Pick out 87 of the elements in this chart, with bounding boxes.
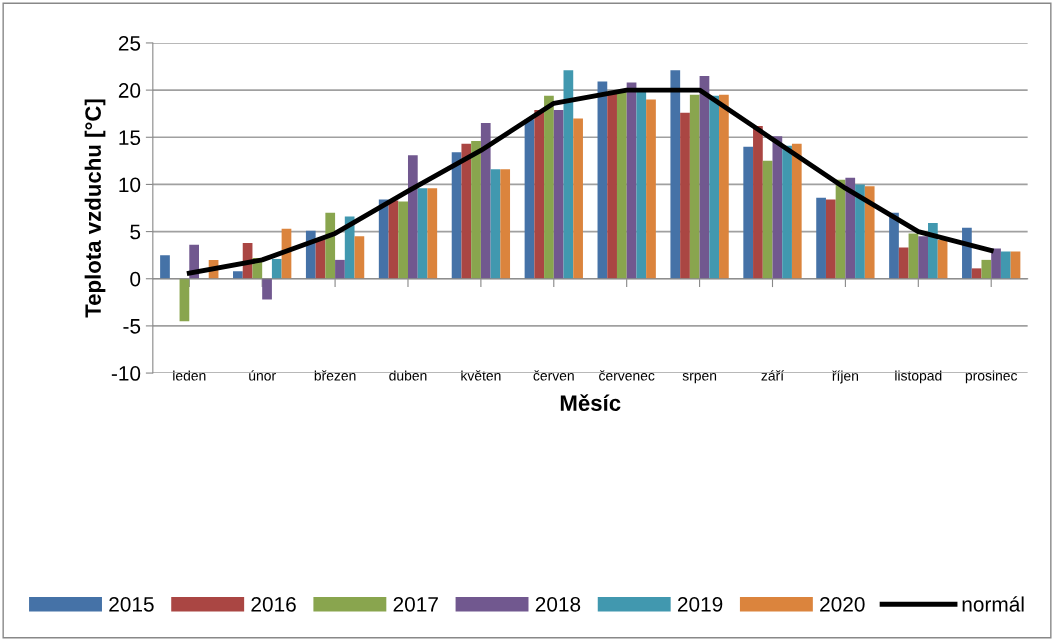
bar [636, 91, 647, 279]
bar [471, 141, 481, 279]
bar [762, 160, 773, 279]
x-tick-label: březen [314, 370, 356, 381]
x-tick-label: listopad [895, 370, 942, 384]
y-tick-label: -5 [123, 319, 141, 334]
legend-label: normál [962, 596, 1024, 612]
line-series [186, 87, 994, 276]
bar [855, 184, 865, 279]
y-tick-label: 25 [118, 35, 141, 51]
bar [845, 177, 856, 279]
bar [1000, 251, 1011, 279]
x-tick-label: srpen [682, 373, 717, 384]
x-tick-label: říjen [832, 370, 858, 384]
bar [743, 146, 754, 279]
bar [179, 278, 190, 322]
bar [271, 258, 282, 279]
bar [689, 94, 700, 279]
y-tick-label: 5 [130, 224, 141, 240]
bar [378, 199, 389, 279]
bar [344, 216, 355, 279]
bar [825, 199, 836, 279]
bar [898, 247, 909, 279]
bar [573, 118, 583, 279]
bar [1010, 251, 1021, 279]
bar [889, 212, 899, 279]
bar [233, 271, 243, 279]
bar [680, 112, 690, 279]
bar [597, 81, 608, 279]
x-tick-label: září [761, 370, 785, 381]
bar [480, 123, 491, 279]
bar [262, 278, 272, 300]
bar [160, 255, 170, 279]
y-tick-label: 15 [119, 130, 141, 146]
legend-label: 2016 [251, 596, 296, 612]
bar [616, 91, 627, 279]
x-tick-label: červenec [599, 370, 655, 381]
bar [782, 145, 792, 279]
bar [709, 95, 720, 279]
bar [417, 188, 428, 279]
legend-label: 2020 [820, 596, 865, 612]
bar [937, 240, 948, 279]
bar [461, 143, 472, 279]
bar [816, 197, 826, 279]
bar [991, 248, 1001, 279]
legend-label: 2015 [109, 596, 154, 612]
bar [981, 259, 992, 279]
bar [500, 169, 511, 279]
bar [719, 94, 729, 279]
legend-label: 2019 [677, 596, 723, 612]
bar [772, 136, 783, 279]
bar [335, 259, 345, 279]
x-tick-label: červen [533, 370, 574, 381]
bar [544, 95, 554, 279]
bar [908, 233, 919, 279]
x-tick-label: prosinec [965, 370, 1018, 384]
y-tick-label: 20 [118, 83, 141, 98]
bar [607, 93, 617, 279]
legend-label: 2017 [393, 596, 438, 612]
x-tick-label: leden [173, 370, 206, 381]
bar [427, 188, 438, 279]
y-axis-title: Teplota vzduchu [°C] [84, 99, 106, 318]
bar [407, 155, 418, 279]
bar [753, 125, 763, 279]
y-tick-label: -10 [111, 366, 141, 381]
bar [354, 236, 365, 279]
bar [534, 109, 545, 279]
bar [670, 70, 681, 279]
bar [646, 99, 656, 279]
x-tick-label: květen [461, 370, 501, 381]
x-tick-label: duben [389, 370, 427, 381]
bar [553, 109, 564, 279]
bar [928, 223, 938, 279]
bar [563, 70, 574, 279]
x-tick-label: únor [249, 370, 276, 381]
bar [918, 236, 929, 279]
bar [626, 82, 637, 279]
bar [325, 212, 336, 279]
bar [864, 186, 875, 279]
bar [490, 169, 501, 279]
y-tick-label: 0 [130, 271, 141, 287]
y-tick-label: 10 [119, 177, 141, 193]
bar [524, 119, 535, 279]
x-axis-title: Měsíc [560, 394, 621, 411]
bar [398, 201, 408, 279]
bar [791, 143, 802, 279]
legend-label: 2018 [535, 596, 581, 612]
